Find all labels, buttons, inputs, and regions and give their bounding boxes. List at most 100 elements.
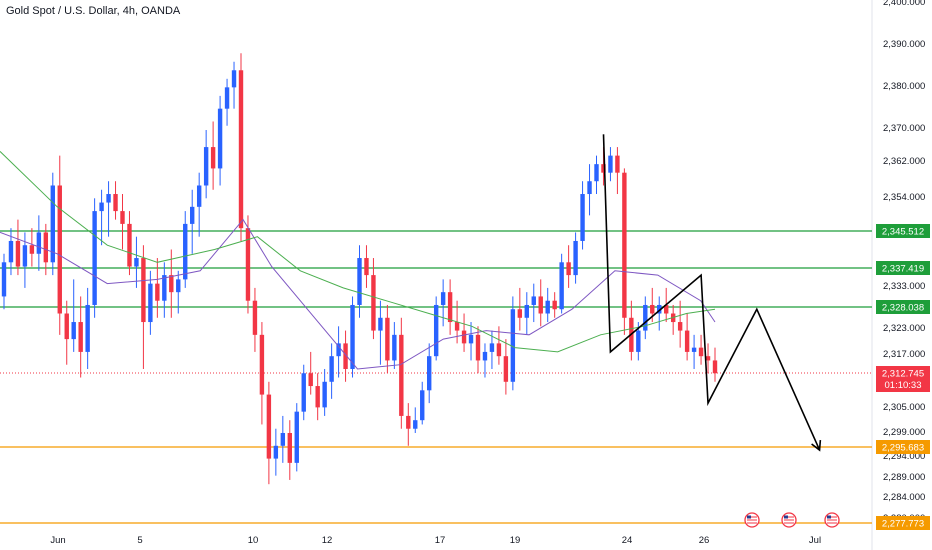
candle: [1, 253, 7, 310]
candle: [461, 313, 467, 352]
level-label-text: 2,337.419: [882, 264, 924, 275]
candle: [573, 232, 578, 284]
countdown-label: 01:10:33: [885, 380, 922, 391]
candle-body: [580, 194, 585, 241]
candle-body: [99, 202, 104, 212]
candle-body: [482, 351, 488, 361]
candle: [120, 194, 125, 250]
candle-body: [587, 181, 592, 195]
candle-body: [259, 334, 265, 395]
candle: [280, 415, 286, 463]
y-tick-label: 2,294.000: [883, 451, 925, 462]
candle: [608, 147, 613, 182]
candle-body: [608, 155, 613, 173]
candle-body: [308, 373, 313, 387]
candle-body: [273, 445, 279, 459]
candle-body: [155, 283, 160, 301]
x-tick-label: 10: [248, 535, 259, 546]
candle: [308, 351, 313, 395]
candle-body: [413, 420, 418, 429]
candle-body: [496, 343, 502, 357]
candle: [329, 343, 334, 399]
candle-body: [148, 283, 153, 323]
candle-body: [657, 304, 662, 314]
candle-body: [517, 309, 523, 318]
candle: [259, 322, 265, 425]
candle-body: [371, 275, 376, 331]
candle: [615, 147, 620, 195]
candle-body: [169, 275, 174, 293]
candle: [78, 296, 83, 378]
candle: [266, 381, 272, 485]
economic-event-flag-icon: [744, 512, 760, 528]
candle: [517, 287, 523, 331]
candle: [475, 326, 481, 374]
candle: [301, 364, 306, 421]
candle-body: [475, 334, 481, 361]
candle-body: [322, 381, 327, 408]
y-tick-label: 2,370.000: [883, 123, 925, 134]
candle: [496, 326, 502, 365]
candle: [336, 326, 341, 378]
candle: [155, 258, 160, 318]
candle: [482, 343, 488, 378]
economic-event-flag-icon: [781, 512, 797, 528]
candle: [190, 189, 195, 254]
candle-body: [705, 356, 711, 361]
candle: [566, 245, 571, 288]
economic-event-flag-icon: [824, 512, 840, 528]
candle-body: [106, 194, 111, 203]
candle-body: [510, 309, 516, 382]
candle-body: [176, 279, 181, 293]
candle-body: [489, 343, 495, 352]
candle: [29, 228, 35, 267]
level-label-green: 2,345.512: [876, 224, 930, 238]
candle: [217, 95, 223, 186]
level-label-orange: 2,295.683: [876, 440, 930, 454]
candle-body: [503, 356, 509, 382]
candle-body: [162, 275, 167, 301]
candle: [273, 428, 279, 476]
candle: [134, 236, 139, 288]
candle-body: [231, 70, 237, 88]
candle-body: [545, 300, 550, 314]
candle-body: [36, 232, 42, 254]
candle: [594, 155, 599, 195]
candle-body: [406, 415, 411, 429]
candle: [413, 407, 418, 433]
x-tick-label: 19: [510, 535, 521, 546]
candle-body: [336, 343, 341, 357]
candle: [538, 279, 543, 327]
candle-body: [447, 292, 453, 323]
candle-body: [601, 164, 606, 173]
candle-body: [538, 296, 543, 314]
candle: [176, 270, 181, 314]
level-label-orange: 2,277.773: [876, 516, 930, 530]
candle-body: [420, 390, 425, 421]
level-label-text: 2,295.683: [882, 443, 924, 454]
flag-canton: [784, 515, 788, 519]
candle-body: [636, 330, 641, 352]
candle: [224, 78, 230, 126]
candle: [433, 296, 439, 361]
candle-body: [8, 240, 14, 263]
y-tick-label: 2,289.000: [883, 472, 925, 483]
candle-body: [190, 206, 195, 224]
candle: [371, 258, 376, 340]
last-price-label: 2,312.745: [882, 369, 924, 380]
candle: [587, 164, 592, 216]
candle-body: [120, 211, 125, 224]
y-tick-label: 2,380.000: [883, 81, 925, 92]
candle: [203, 130, 209, 199]
candle: [510, 296, 516, 391]
x-tick-label: 17: [435, 535, 446, 546]
candle: [657, 296, 662, 331]
candle: [677, 300, 683, 348]
candle-body: [78, 322, 83, 352]
level-label-text: 2,328.038: [882, 303, 924, 314]
projection-zigzag: [602, 134, 821, 451]
candle-body: [92, 211, 97, 305]
candle-body: [350, 304, 355, 369]
candle: [580, 181, 585, 250]
